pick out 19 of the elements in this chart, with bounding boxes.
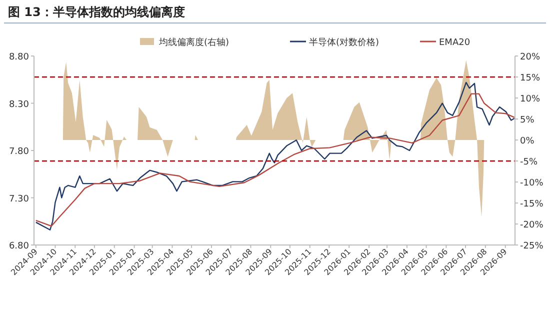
y2-tick-label: -5% xyxy=(520,158,538,168)
y2-tick-label: 0% xyxy=(520,136,535,146)
y2-tick-label: 5% xyxy=(520,116,535,126)
y-tick-label: 7.80 xyxy=(8,147,30,157)
legend-label: 均线偏离度(右轴) xyxy=(158,37,230,48)
y2-tick-label: -10% xyxy=(520,178,544,188)
y-tick-label: 8.80 xyxy=(8,52,30,62)
y-tick-label: 8.30 xyxy=(8,100,30,110)
y2-tick-label: -15% xyxy=(520,200,544,210)
y2-tick-label: 20% xyxy=(520,52,540,62)
y2-tick-label: -20% xyxy=(520,220,544,230)
y2-tick-label: 15% xyxy=(520,74,540,84)
y2-tick-label: -25% xyxy=(520,242,544,252)
y2-tick-label: 10% xyxy=(520,94,540,104)
legend-label: EMA20 xyxy=(439,38,470,48)
y-tick-label: 7.30 xyxy=(8,194,30,204)
title: 图 13：半导体指数的均线偏离度 xyxy=(8,5,185,19)
y-tick-label: 6.80 xyxy=(8,242,30,252)
legend-label: 半导体(对数价格) xyxy=(309,37,380,48)
